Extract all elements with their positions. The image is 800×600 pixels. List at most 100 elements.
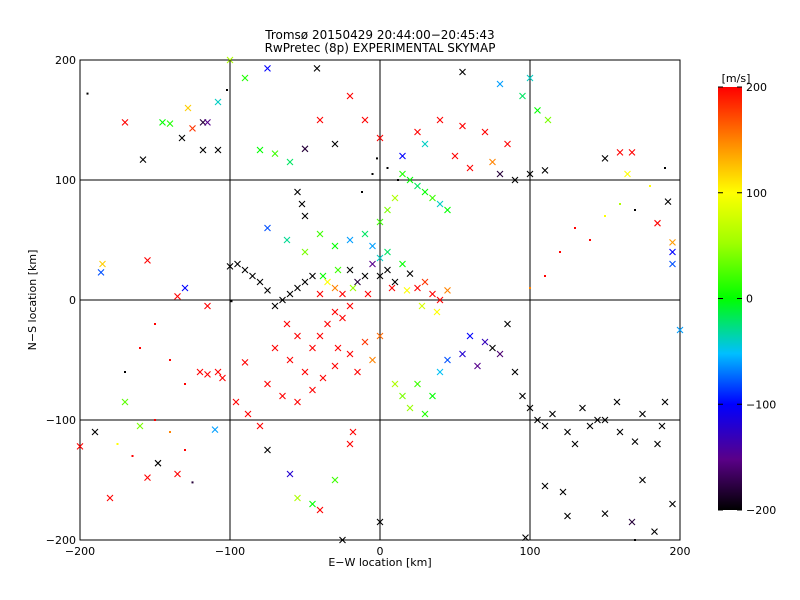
data-point-dot bbox=[529, 287, 531, 289]
data-point-x bbox=[391, 380, 399, 388]
y-axis: −200 −100 0 100 200 bbox=[46, 54, 680, 547]
data-point-x bbox=[624, 170, 631, 178]
data-point-x bbox=[241, 266, 249, 274]
data-point-x bbox=[651, 528, 658, 535]
data-point-x bbox=[676, 326, 684, 334]
data-point-x bbox=[354, 368, 361, 376]
data-point-x bbox=[91, 428, 99, 436]
colorbar-tick-label: 200 bbox=[746, 81, 767, 94]
data-point-x bbox=[459, 350, 466, 358]
data-point-x bbox=[301, 212, 309, 220]
data-point-dot bbox=[131, 455, 134, 457]
data-point-x bbox=[669, 500, 676, 508]
data-point-x bbox=[349, 428, 357, 436]
data-point-x bbox=[526, 404, 534, 412]
colorbar: [m/s] −200 −100 0 100 200 bbox=[718, 72, 776, 517]
data-point-x bbox=[316, 116, 324, 124]
data-point-x bbox=[309, 386, 316, 394]
data-point-x bbox=[559, 488, 567, 496]
data-point-x bbox=[414, 284, 421, 292]
data-point-dot bbox=[230, 300, 233, 303]
data-point-x bbox=[376, 332, 384, 340]
data-point-dot bbox=[184, 383, 186, 385]
data-point-x bbox=[97, 269, 105, 276]
data-point-dot bbox=[649, 185, 651, 187]
data-point-x bbox=[436, 368, 444, 376]
data-point-x bbox=[219, 374, 226, 382]
data-point-x bbox=[313, 65, 321, 72]
data-point-x bbox=[669, 260, 676, 268]
data-point-x bbox=[451, 152, 459, 160]
data-point-x bbox=[264, 446, 271, 454]
data-point-x bbox=[541, 422, 549, 430]
data-point-x bbox=[286, 158, 294, 166]
x-tick-label: −100 bbox=[215, 545, 245, 558]
data-point-x bbox=[399, 392, 406, 400]
data-point-x bbox=[496, 170, 504, 178]
data-point-x bbox=[541, 167, 549, 174]
data-point-x bbox=[196, 368, 204, 376]
data-point-x bbox=[361, 272, 369, 280]
data-point-x bbox=[298, 200, 306, 208]
data-point-x bbox=[264, 65, 271, 72]
data-point-x bbox=[459, 122, 466, 130]
data-point-dot bbox=[397, 179, 399, 181]
data-point-x bbox=[414, 380, 421, 388]
data-point-x bbox=[346, 92, 354, 100]
data-point-x bbox=[496, 80, 504, 88]
data-point-x bbox=[301, 248, 309, 256]
data-point-x bbox=[214, 368, 222, 376]
chart-subtitle: RwPretec (8p) EXPERIMENTAL SKYMAP bbox=[265, 41, 496, 55]
data-point-x bbox=[639, 410, 646, 418]
data-point-x bbox=[669, 248, 676, 256]
data-point-x bbox=[628, 149, 636, 156]
data-point-x bbox=[361, 116, 369, 124]
chart-title: Tromsø 20150429 20:44:00−20:45:43 bbox=[264, 28, 494, 42]
data-point-x bbox=[669, 239, 676, 246]
data-point-x bbox=[256, 146, 264, 154]
data-point-x bbox=[166, 120, 174, 127]
data-point-x bbox=[376, 518, 384, 526]
data-point-x bbox=[388, 284, 396, 292]
data-point-x bbox=[178, 134, 186, 142]
data-point-x bbox=[154, 459, 162, 467]
data-point-x bbox=[399, 260, 406, 268]
data-point-x bbox=[421, 410, 429, 418]
data-point-x bbox=[184, 104, 192, 112]
data-point-x bbox=[244, 410, 252, 418]
data-point-x bbox=[301, 145, 309, 153]
data-point-x bbox=[406, 270, 414, 277]
data-point-x bbox=[474, 362, 481, 370]
data-point-x bbox=[406, 404, 414, 412]
data-point-x bbox=[459, 68, 466, 76]
data-point-dot bbox=[664, 167, 666, 169]
data-point-x bbox=[631, 438, 639, 445]
data-point-x bbox=[466, 332, 474, 340]
data-point-x bbox=[421, 278, 429, 286]
data-point-dot bbox=[559, 251, 561, 253]
data-point-x bbox=[664, 198, 672, 205]
data-point-x bbox=[504, 320, 511, 328]
data-point-x bbox=[316, 332, 324, 340]
data-point-x bbox=[433, 308, 441, 316]
data-point-x bbox=[294, 494, 301, 502]
data-point-x bbox=[214, 146, 222, 154]
data-point-x bbox=[136, 422, 144, 430]
data-point-x bbox=[181, 284, 189, 292]
data-point-x bbox=[594, 416, 601, 424]
data-point-dot bbox=[124, 371, 126, 373]
data-point-x bbox=[564, 512, 571, 520]
data-point-x bbox=[414, 128, 421, 136]
data-point-x bbox=[571, 440, 579, 448]
data-point-x bbox=[331, 140, 339, 148]
data-point-x bbox=[429, 194, 436, 202]
data-point-x bbox=[264, 224, 271, 232]
data-point-x bbox=[586, 422, 594, 430]
data-point-x bbox=[139, 156, 147, 163]
colorbar-tick-label: −100 bbox=[746, 398, 776, 411]
data-point-dot bbox=[154, 323, 156, 325]
data-point-x bbox=[234, 260, 241, 268]
data-point-x bbox=[211, 426, 219, 433]
data-point-x bbox=[639, 476, 646, 484]
scatter-plot-area bbox=[76, 56, 684, 544]
